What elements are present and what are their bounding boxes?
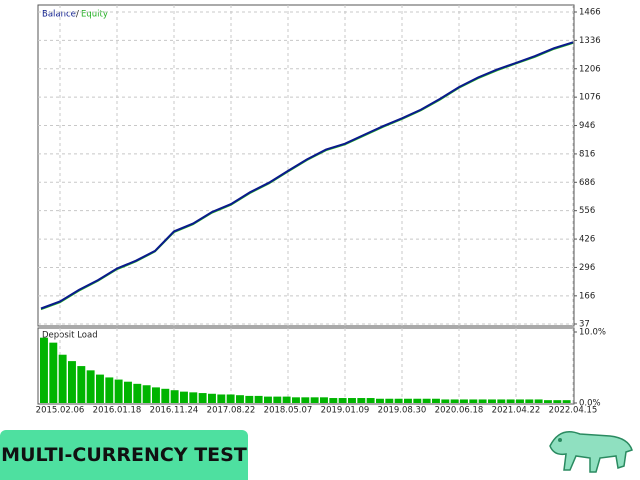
bar xyxy=(329,398,338,403)
bar xyxy=(217,394,226,403)
x-tick-label: 2019.08.30 xyxy=(378,406,427,416)
x-tick-label: 2016.11.24 xyxy=(150,406,199,416)
x-tick-label: 2016.01.18 xyxy=(93,406,142,416)
x-tick-label: 2022.04.15 xyxy=(549,406,598,416)
bar xyxy=(142,385,151,403)
bar xyxy=(460,399,468,403)
y-tick-label: 296 xyxy=(579,263,595,273)
bar xyxy=(68,361,76,403)
y-tick-label: 10.0% xyxy=(579,328,606,338)
y-tick-label: 1336 xyxy=(579,36,601,46)
bar xyxy=(376,398,384,403)
y-tick-label: 166 xyxy=(579,291,595,301)
bar xyxy=(441,399,450,403)
bar xyxy=(236,395,244,403)
bar xyxy=(264,396,272,403)
bar xyxy=(124,381,132,403)
bar xyxy=(245,395,254,403)
legend-balance: Balance xyxy=(42,10,76,20)
bar xyxy=(161,388,170,403)
bar xyxy=(422,398,431,403)
y-tick-label: 556 xyxy=(579,206,595,216)
y-tick-label: 686 xyxy=(579,178,595,188)
bar xyxy=(301,397,310,403)
legend-equity: Equity xyxy=(81,10,108,20)
x-tick-label: 2018.05.07 xyxy=(264,406,313,416)
bar xyxy=(544,400,552,403)
bar xyxy=(226,394,235,403)
y-tick-label: 946 xyxy=(579,121,595,131)
bar xyxy=(189,392,198,403)
bar xyxy=(282,396,291,403)
x-tick-label: 2020.06.18 xyxy=(435,406,484,416)
main-panel xyxy=(37,4,575,327)
bar xyxy=(310,397,319,403)
bar xyxy=(404,398,412,403)
bar xyxy=(320,397,328,403)
bar xyxy=(553,400,562,403)
bar xyxy=(58,354,67,403)
bar xyxy=(86,370,95,403)
bar xyxy=(254,395,263,403)
bar xyxy=(114,379,123,403)
logo-shape xyxy=(549,431,633,473)
bar xyxy=(506,399,515,403)
y-tick-label: 816 xyxy=(579,149,595,159)
bar xyxy=(450,399,459,403)
bar xyxy=(40,337,48,403)
series-line xyxy=(40,41,574,310)
bar xyxy=(292,397,300,403)
bar xyxy=(357,398,366,403)
bar xyxy=(488,399,496,403)
x-tick-label: 2015.02.06 xyxy=(36,406,85,416)
x-tick-label: 2019.01.09 xyxy=(321,406,370,416)
bar xyxy=(366,398,375,403)
bar xyxy=(208,393,216,403)
load-title: Deposit Load xyxy=(42,331,98,341)
bar xyxy=(516,399,524,403)
bar xyxy=(385,398,394,403)
bar xyxy=(394,398,403,403)
bar xyxy=(180,391,188,403)
banner: MULTI-CURRENCY TEST xyxy=(0,430,248,480)
bar xyxy=(49,342,58,403)
bar xyxy=(432,398,440,403)
y-tick-label: 1076 xyxy=(579,93,601,103)
logo-eye xyxy=(558,438,562,442)
bar xyxy=(152,387,160,403)
bar xyxy=(77,366,86,403)
bar xyxy=(497,399,506,403)
x-tick-label: 2021.04.22 xyxy=(492,406,541,416)
bar xyxy=(96,374,104,403)
bar xyxy=(413,398,422,403)
bar xyxy=(273,396,282,403)
y-tick-label: 1466 xyxy=(579,8,601,18)
bar xyxy=(534,399,543,403)
chart: Balance / Equity Deposit Load 37 166 296 42… xyxy=(36,4,606,416)
bar xyxy=(525,399,534,403)
bar xyxy=(338,398,347,403)
y-tick-label: 426 xyxy=(579,235,595,245)
bar xyxy=(170,390,179,403)
legend-separator: / xyxy=(76,10,79,20)
bar xyxy=(478,399,487,403)
bar xyxy=(133,383,142,403)
bar xyxy=(348,398,356,403)
bar xyxy=(469,399,478,403)
y-tick-label: 37 xyxy=(579,320,590,330)
bar xyxy=(198,393,207,403)
y-tick-label: 1206 xyxy=(579,64,601,74)
y-tick-label: 0.0% xyxy=(579,399,601,409)
logo xyxy=(549,431,633,473)
bar xyxy=(105,377,114,403)
x-tick-label: 2017.08.22 xyxy=(207,406,256,416)
bar xyxy=(562,400,571,403)
